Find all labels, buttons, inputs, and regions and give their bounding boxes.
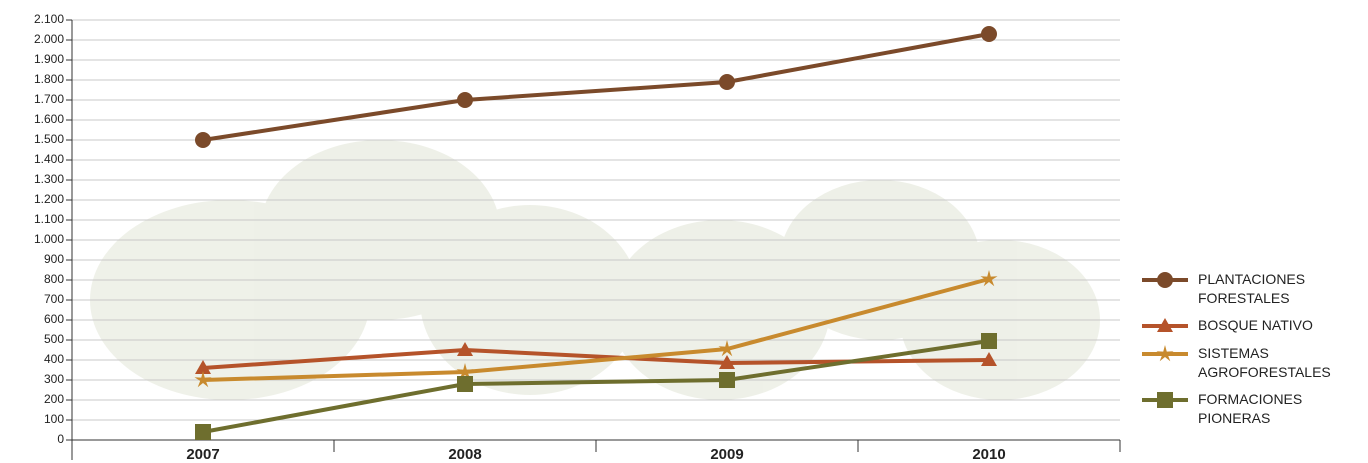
y-tick-label: 800 — [44, 272, 64, 286]
x-tick-label: 2007 — [186, 446, 219, 463]
marker — [457, 92, 473, 108]
marker — [981, 352, 997, 366]
legend-item: BOSQUE NATIVO — [1140, 316, 1365, 336]
marker — [456, 363, 474, 380]
x-tick-label: 2010 — [972, 446, 1005, 463]
x-tick-label: 2008 — [448, 446, 481, 463]
y-tick-label: 100 — [44, 412, 64, 426]
marker — [195, 360, 211, 374]
x-tick-label: 2009 — [710, 446, 743, 463]
legend-label: SISTEMAS AGROFORESTALES — [1198, 345, 1331, 380]
marker — [980, 270, 998, 287]
y-tick-label: 2.000 — [34, 32, 64, 46]
marker — [719, 74, 735, 90]
legend-swatch — [1142, 345, 1188, 362]
marker — [194, 371, 212, 388]
y-tick-label: 1.000 — [34, 232, 64, 246]
marker — [195, 132, 211, 148]
y-tick-label: 600 — [44, 312, 64, 326]
marker — [719, 372, 735, 388]
series-line — [202, 277, 990, 382]
y-tick-label: 200 — [44, 392, 64, 406]
y-tick-label: 1.200 — [34, 192, 64, 206]
y-tick-label: 400 — [44, 352, 64, 366]
marker — [719, 355, 735, 369]
y-tick-label: 1.100 — [34, 212, 64, 226]
marker — [1157, 318, 1173, 332]
legend-label: PLANTACIONES FORESTALES — [1198, 271, 1306, 306]
legend-item: FORMACIONES PIONERAS — [1140, 390, 1365, 428]
series-line — [202, 339, 990, 434]
marker — [981, 333, 997, 349]
y-tick-label: 0 — [57, 432, 64, 446]
y-tick-label: 1.700 — [34, 92, 64, 106]
y-tick-label: 1.900 — [34, 52, 64, 66]
marker — [1156, 345, 1174, 362]
marker — [457, 342, 473, 356]
legend-item: PLANTACIONES FORESTALES — [1140, 270, 1365, 308]
y-tick-label: 500 — [44, 332, 64, 346]
marker — [718, 340, 736, 357]
marker — [981, 26, 997, 42]
legend-label: FORMACIONES PIONERAS — [1198, 391, 1303, 426]
legend-swatch — [1142, 272, 1188, 288]
y-tick-label: 900 — [44, 252, 64, 266]
y-tick-label: 1.500 — [34, 132, 64, 146]
marker — [1157, 272, 1173, 288]
legend-label: BOSQUE NATIVO — [1198, 317, 1313, 333]
y-tick-label: 1.600 — [34, 112, 64, 126]
chart: 0 100 200 300 400 500 600 700 800 900 1.000 1.100 1.… — [34, 12, 1121, 463]
series-line — [202, 32, 990, 142]
y-tick-label: 300 — [44, 372, 64, 386]
legend: PLANTACIONES FORESTALES BOSQUE NATIVO SIST… — [1140, 270, 1365, 428]
legend-swatch — [1142, 392, 1188, 408]
y-tick-label: 700 — [44, 292, 64, 306]
y-tick-label: 1.800 — [34, 72, 64, 86]
legend-item: SISTEMAS AGROFORESTALES — [1140, 344, 1365, 382]
y-tick-label: 1.300 — [34, 172, 64, 186]
marker — [1157, 392, 1173, 408]
y-tick-label: 1.400 — [34, 152, 64, 166]
y-tick-label: 2.100 — [34, 12, 64, 26]
marker — [195, 424, 211, 440]
legend-swatch — [1142, 318, 1188, 332]
marker — [457, 376, 473, 392]
